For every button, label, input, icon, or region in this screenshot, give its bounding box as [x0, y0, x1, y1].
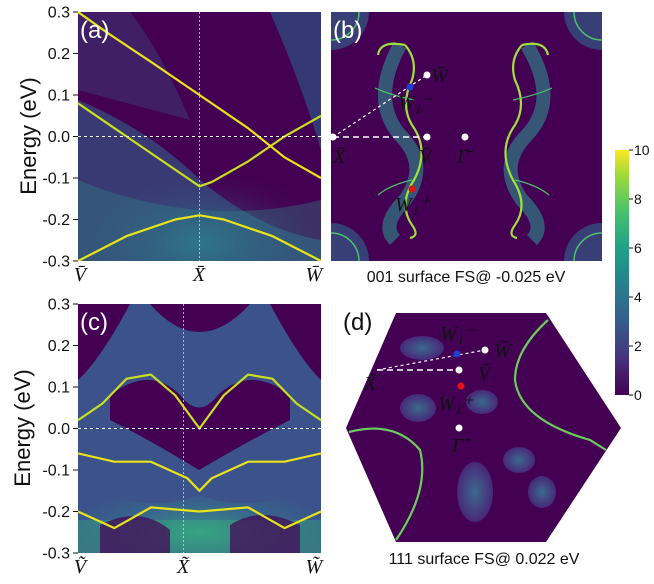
- panel-d-point-w: [481, 346, 489, 354]
- panel-c-y-tick-label: 0.3: [48, 297, 70, 314]
- panel-a-band-2: [78, 214, 321, 261]
- panel-c-x-tick-label: Ṽ: [74, 554, 89, 578]
- panel-c-band-3: [78, 506, 321, 530]
- panel-c-y-ticks: 0.3 0.2 0.1 0.0 -0.1 -0.2 -0.3: [42, 297, 78, 563]
- panel-c-y-tick-label: 0.1: [48, 380, 70, 397]
- colorbar-tick-label: 8: [634, 191, 642, 207]
- panel-d-path-x-w: [376, 349, 486, 371]
- panel-a-y-axis-label: Energy (eV): [16, 77, 41, 194]
- panel-d-point-gamma: [455, 424, 463, 432]
- panel-c-band-2: [78, 452, 321, 492]
- panel-c-label: (c): [80, 309, 108, 336]
- panel-c-x-ticks: Ṽ X̃ W̃: [74, 554, 325, 578]
- panel-c-y-tick-label: -0.3: [42, 546, 70, 563]
- panel-b: W̄ W₁⁻ X̄ V̄ Γ̄ W₁⁺ (b) 001 surface FS@ …: [329, 12, 602, 286]
- colorbar-ticks: 10 8 6 4 2 0: [629, 142, 650, 403]
- panel-b-point-w1-minus: [406, 83, 414, 91]
- panel-a-band-3: [78, 12, 321, 179]
- panel-b-path-x-w: [332, 74, 428, 138]
- panel-b-point-x: [329, 133, 337, 141]
- panel-d-point-w1-minus: [453, 350, 461, 358]
- panel-b-label-w: W̄: [431, 65, 450, 87]
- colorbar-tick-label: 6: [634, 240, 642, 256]
- panel-a-x-ticks: V̄ X̄ W̄: [74, 264, 325, 286]
- panel-a-y-tick-label: 0.0: [48, 129, 70, 146]
- panel-d: W₁⁻ W̃ X̃ Ṽ W₁⁺ Γ̃ (d) 111 surface FS@ 0…: [343, 309, 621, 568]
- panel-c: (c) 0.3 0.2 0.1 0.0 -0.1 -0.2 -0.3 Ṽ X̃ W̃ Energ…: [10, 297, 325, 579]
- panel-d-point-w1-plus: [457, 382, 465, 390]
- colorbar: 10 8 6 4 2 0: [615, 142, 650, 403]
- panel-a-y-tick-label: 0.1: [48, 88, 70, 105]
- panel-c-x-tick-label: W̃: [306, 555, 325, 578]
- panel-a: (a) 0.3 0.2 0.1 0.0 -0.1 -0.2 -0.3 V̄ X̄ W̄ Ener…: [16, 5, 325, 287]
- panel-b-caption: 001 surface FS@ -0.025 eV: [367, 269, 566, 286]
- panel-b-label-v: V̄: [419, 146, 434, 168]
- colorbar-gradient: [615, 150, 629, 395]
- panel-b-label-x: X̄: [332, 146, 346, 168]
- panel-d-point-v: [455, 366, 463, 374]
- panel-a-y-tick-label: 0.3: [48, 5, 70, 22]
- colorbar-tick-label: 0: [634, 387, 642, 403]
- panel-c-y-tick-label: 0.0: [48, 421, 70, 438]
- panel-d-caption: 111 surface FS@ 0.022 eV: [389, 551, 580, 568]
- panel-a-y-tick-label: -0.1: [42, 171, 70, 188]
- panel-c-y-tick-label: -0.1: [42, 463, 70, 480]
- panel-d-label: (d): [343, 309, 372, 336]
- panel-a-y-ticks: 0.3 0.2 0.1 0.0 -0.1 -0.2 -0.3: [42, 5, 78, 271]
- panel-a-x-tick-label: V̄: [74, 264, 89, 286]
- panel-b-point-gamma: [461, 133, 469, 141]
- panel-a-y-tick-label: 0.2: [48, 46, 70, 63]
- panel-c-x-tick-label: X̃: [176, 555, 190, 578]
- panel-c-y-tick-label: 0.2: [48, 338, 70, 355]
- panel-b-point-w: [423, 71, 431, 79]
- panel-d-label-w1-minus: W₁⁻: [440, 323, 476, 345]
- colorbar-tick-label: 2: [634, 338, 642, 354]
- colorbar-tick-label: 10: [634, 142, 650, 158]
- panel-a-y-tick-label: -0.3: [42, 254, 70, 271]
- panel-d-label-w1-plus: W₁⁺: [438, 393, 474, 415]
- panel-d-label-w: W̃: [494, 339, 513, 362]
- panel-d-label-x: X̃: [363, 372, 377, 395]
- panel-a-x-tick-label: X̄: [192, 264, 206, 286]
- colorbar-tick-label: 4: [634, 289, 642, 305]
- panel-b-point-w1-plus: [408, 185, 416, 193]
- panel-a-label: (a): [80, 17, 109, 44]
- panel-c-y-axis-label: Energy (eV): [10, 369, 35, 486]
- panel-a-y-tick-label: -0.2: [42, 212, 70, 229]
- panel-b-label-w1-minus: W₁⁻: [398, 92, 434, 114]
- panel-b-label: (b): [333, 17, 362, 44]
- panel-b-label-w1-plus: W₁⁺: [395, 194, 431, 216]
- panel-b-point-v: [423, 133, 431, 141]
- panel-d-label-v: Ṽ: [478, 361, 493, 385]
- panel-c-y-tick-label: -0.2: [42, 504, 70, 521]
- panel-a-x-tick-label: W̄: [306, 264, 325, 286]
